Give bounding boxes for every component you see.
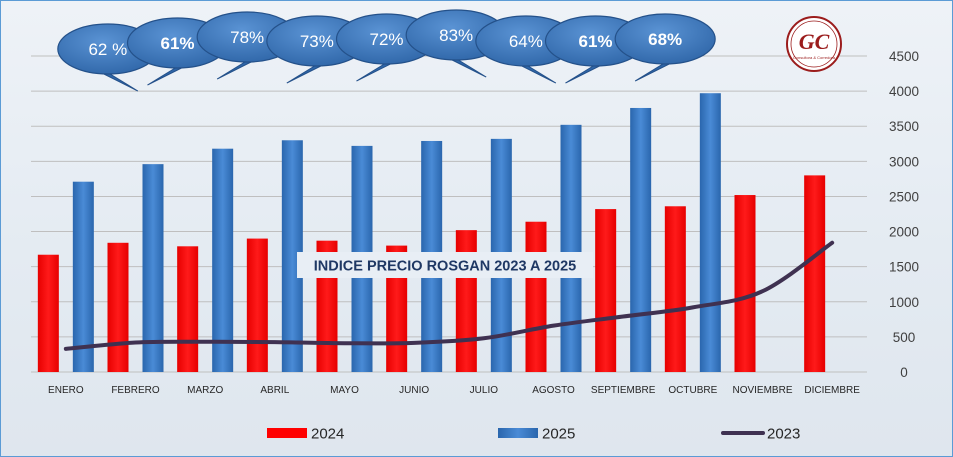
bubble-label: 83%: [439, 26, 473, 45]
legend-label: 2023: [767, 426, 800, 443]
x-category-label: ABRIL: [260, 385, 289, 396]
x-category-label: DICIEMBRE: [804, 385, 860, 396]
bubble-label: 61%: [160, 34, 194, 53]
x-category-label: JUNIO: [399, 385, 429, 396]
legend-item-2024: 2024: [267, 426, 344, 443]
y-tick-label: 3000: [889, 154, 919, 169]
logo-ring: [786, 16, 842, 72]
x-category-label: MAYO: [330, 385, 359, 396]
chart-title: INDICE PRECIO ROSGAN 2023 A 2025: [314, 259, 576, 275]
bar-2025: [699, 93, 721, 373]
legend-item-2025: 2025: [498, 426, 575, 443]
legend: 2024 2025 2023: [267, 426, 800, 443]
bar-2025: [630, 107, 652, 372]
logo-caption: Consultora & Corredora: [793, 55, 836, 60]
legend-swatch: [498, 428, 538, 438]
percent-bubble: 68%: [614, 13, 716, 82]
bar-2025: [212, 148, 234, 372]
bubble-label: 61%: [578, 32, 612, 51]
bar-2024: [177, 246, 199, 372]
y-tick-label: 4500: [889, 49, 919, 64]
bubble-label: 72%: [369, 30, 403, 49]
y-axis: 0 500 1000 1500 2000 2500 3000 3500 4000 4500: [889, 49, 919, 380]
company-logo: GC Consultora & Corredora: [786, 16, 842, 72]
x-category-label: NOVIEMBRE: [732, 385, 792, 396]
bars: [37, 93, 826, 373]
x-category-label: FEBRERO: [111, 385, 160, 396]
bar-2025: [560, 124, 582, 372]
bar-2025: [281, 140, 303, 372]
y-tick-label: 0: [900, 365, 908, 380]
bar-2024: [734, 195, 756, 372]
x-category-label: JULIO: [470, 385, 499, 396]
y-tick-label: 2000: [889, 225, 919, 240]
legend-item-2023: 2023: [721, 426, 800, 443]
x-category-label: AGOSTO: [532, 385, 575, 396]
bubble-label: 68%: [648, 30, 682, 49]
line-series: [63, 240, 835, 351]
chart-title-group: INDICE PRECIO ROSGAN 2023 A 2025: [297, 252, 593, 278]
chart-title-background: [297, 252, 593, 278]
legend-label: 2024: [311, 426, 344, 443]
x-axis: ENERO FEBRERO MARZO ABRIL MAYO JUNIO JULIO AGOS…: [48, 385, 860, 396]
bar-2025: [72, 181, 94, 372]
bar-2024: [455, 230, 477, 372]
logo-inner-ring: [790, 20, 838, 68]
x-category-label: SEPTIEMBRE: [591, 385, 656, 396]
bar-2025: [142, 164, 164, 372]
bubble-label: 73%: [300, 32, 334, 51]
bar-2024: [525, 221, 547, 372]
legend-swatch: [267, 428, 307, 438]
bar-2024: [246, 238, 268, 372]
grid-lines: [31, 55, 867, 373]
bar-2024: [107, 242, 129, 372]
bar-2024: [37, 254, 59, 372]
percent-bubbles: 62 % 61% 78% 73% 72% 83% 64% 61% 68%: [57, 9, 716, 92]
y-tick-label: 3500: [889, 119, 919, 134]
x-category-label: OCTUBRE: [668, 385, 717, 396]
x-category-label: MARZO: [187, 385, 223, 396]
y-tick-label: 1500: [889, 260, 919, 275]
y-tick-label: 500: [893, 330, 916, 345]
y-tick-label: 1000: [889, 295, 919, 310]
y-tick-label: 4000: [889, 84, 919, 99]
x-category-label: ENERO: [48, 385, 84, 396]
bubble-label: 64%: [509, 32, 543, 51]
bar-2024: [595, 209, 617, 372]
line-2023: [63, 240, 835, 351]
logo-initials: GC: [799, 29, 830, 54]
bubble-label: 62 %: [88, 40, 127, 59]
bubble-label: 78%: [230, 28, 264, 47]
bar-2024: [804, 175, 826, 372]
y-tick-label: 2500: [889, 189, 919, 204]
legend-label: 2025: [542, 426, 575, 443]
bar-2024: [664, 206, 686, 372]
bubble-body: [614, 13, 716, 65]
